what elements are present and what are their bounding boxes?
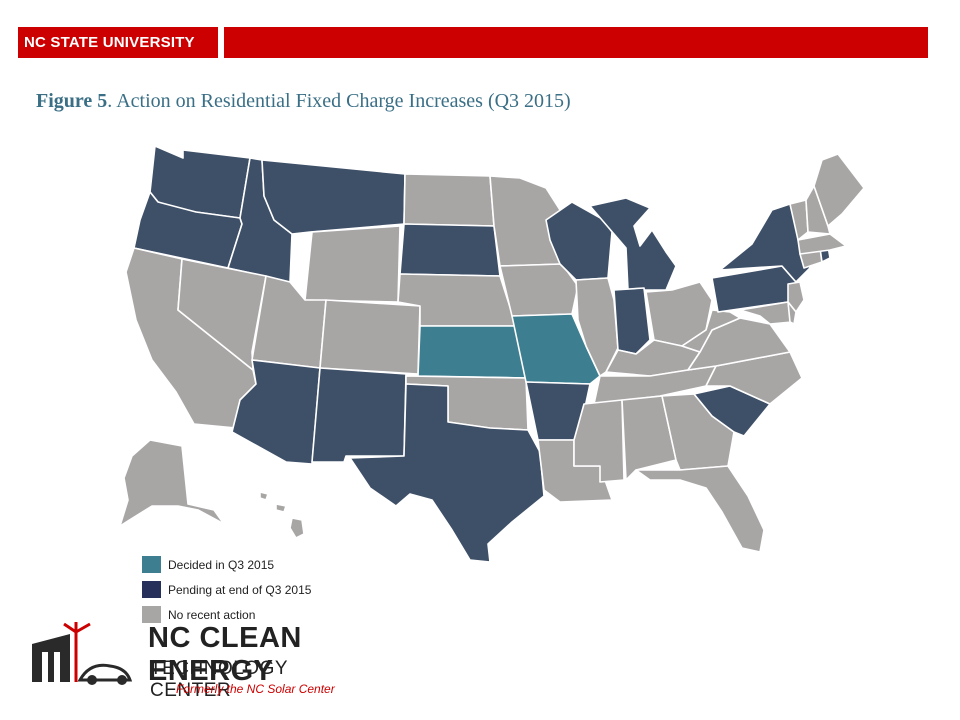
state-nm — [311, 367, 407, 463]
state-wy — [304, 225, 401, 303]
state-nh — [805, 185, 831, 235]
state-ia — [499, 263, 579, 317]
state-hi — [289, 517, 305, 539]
legend: Decided in Q3 2015 Pending at end of Q3 2… — [142, 552, 311, 627]
header-bar — [224, 27, 928, 58]
state-me — [813, 153, 865, 227]
state-mt — [261, 159, 406, 235]
university-name: NC STATE UNIVERSITY — [24, 34, 195, 51]
state-hi-islands — [259, 491, 287, 513]
logo-building-icon — [32, 622, 133, 685]
state-ma — [797, 233, 847, 255]
state-tx — [349, 383, 545, 563]
legend-swatch — [142, 606, 161, 623]
legend-swatch — [142, 556, 161, 573]
nc-clean-energy-logo: NC CLEAN ENERGY TECHNOLOGY CENTER Former… — [30, 618, 360, 701]
state-co — [319, 299, 421, 375]
state-de — [787, 301, 797, 325]
state-sd — [399, 223, 501, 277]
state-nd — [403, 173, 495, 227]
state-wv — [681, 309, 741, 353]
legend-swatch — [142, 581, 161, 598]
legend-item: Pending at end of Q3 2015 — [142, 577, 311, 602]
legend-label: Pending at end of Q3 2015 — [168, 582, 312, 597]
state-al — [621, 395, 677, 481]
figure-title: Figure 5. Action on Residential Fixed Ch… — [36, 90, 571, 113]
state-ak — [119, 439, 225, 527]
state-fl — [635, 465, 765, 553]
state-in — [613, 287, 651, 355]
logo-title: NC CLEAN ENERGY — [148, 622, 302, 687]
legend-label: No recent action — [168, 607, 256, 622]
logo-tagline: Formerly the NC Solar Center — [176, 682, 335, 696]
legend-label: Decided in Q3 2015 — [168, 557, 275, 572]
figure-number: Figure 5 — [36, 90, 108, 112]
logo-subtitle: TECHNOLOGY CENTER — [150, 658, 288, 701]
university-banner: NC STATE UNIVERSITY — [18, 27, 218, 58]
figure-caption: . Action on Residential Fixed Charge Inc… — [107, 90, 571, 112]
state-md — [739, 301, 793, 325]
state-mi — [589, 197, 677, 291]
state-ks — [417, 325, 527, 379]
state-nj — [787, 281, 805, 313]
legend-item: Decided in Q3 2015 — [142, 552, 311, 577]
legend-item: No recent action — [142, 602, 311, 627]
